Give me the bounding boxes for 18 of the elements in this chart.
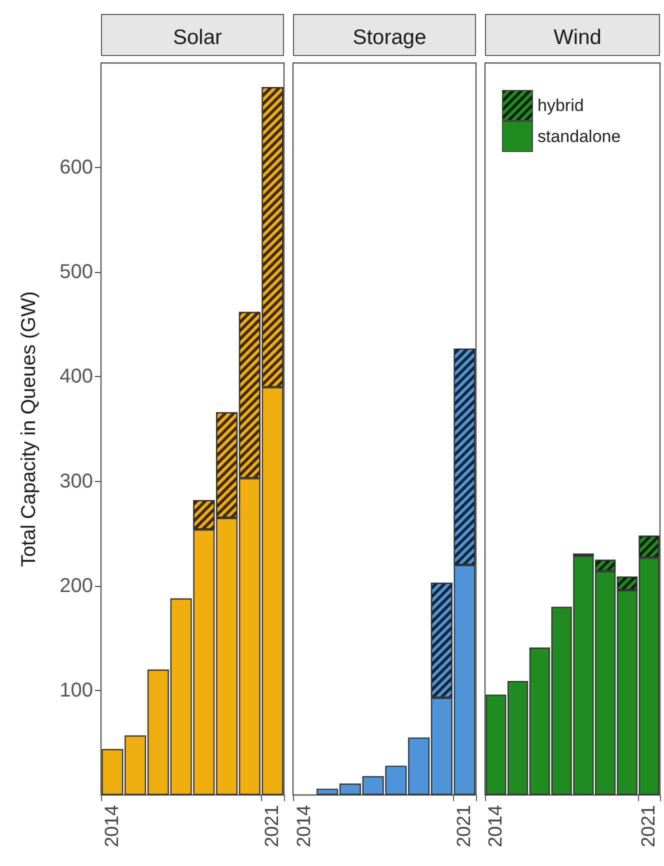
x-tick-label: 2021 [454, 805, 476, 848]
y-tick-label: 600 [60, 156, 93, 179]
y-tick-label: 500 [60, 261, 93, 284]
y-tick-label: 300 [60, 470, 93, 492]
x-tick-label: 2021 [262, 805, 284, 848]
chart-title: Storage [352, 26, 426, 49]
y-tick-label: 400 [60, 366, 93, 388]
x-tick-label: 2014 [102, 804, 123, 848]
x-tick-label: 2014 [294, 804, 315, 848]
chart-title: Solar [172, 26, 222, 49]
x-tick-label: 2021 [638, 805, 660, 848]
x-tick-label: 2014 [485, 804, 506, 848]
legend-label: standalone [538, 127, 621, 146]
y-axis-title: Total Capacity in Queues (GW) [18, 291, 40, 567]
legend-label: hybrid [538, 96, 584, 115]
y-tick-label: 200 [60, 574, 93, 597]
y-tick-label: 100 [60, 679, 93, 702]
chart-title: Wind [554, 26, 602, 49]
